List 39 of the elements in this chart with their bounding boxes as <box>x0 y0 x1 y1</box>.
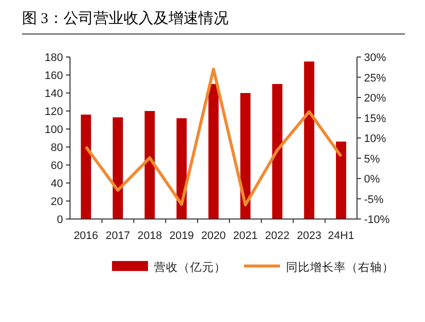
x-tick-label: 24H1 <box>328 230 354 242</box>
legend-label: 营收（亿元） <box>154 261 226 274</box>
y-tick-label: 80 <box>50 142 63 154</box>
x-tick-label: 2022 <box>265 230 290 242</box>
x-tick-label: 2020 <box>201 230 226 242</box>
y2-tick-label: -10% <box>364 214 390 226</box>
bar <box>272 84 282 219</box>
bar <box>304 62 314 219</box>
y2-tick-label: 0% <box>364 174 380 186</box>
bar <box>112 117 123 219</box>
y-tick-label: 40 <box>50 178 63 190</box>
chart-title: 图 3：公司营业收入及增速情况 <box>22 10 228 27</box>
x-tick-label: 2018 <box>137 230 162 242</box>
y2-tick-label: 5% <box>364 153 380 166</box>
bar <box>336 142 346 219</box>
y2-tick-label: 20% <box>364 92 386 104</box>
x-tick-label: 2021 <box>233 230 258 242</box>
y-tick-label: 60 <box>50 160 63 172</box>
x-tick-label: 2019 <box>169 230 194 242</box>
bar <box>80 114 92 219</box>
y-tick-label: 100 <box>44 124 63 136</box>
x-tick-label: 2016 <box>74 230 98 242</box>
y-tick-label: 140 <box>44 88 63 100</box>
y-tick-label: 180 <box>44 52 63 64</box>
y2-tick-label: 25% <box>364 72 386 84</box>
y2-tick-label: -5% <box>364 194 384 206</box>
x-tick-label: 2023 <box>296 230 322 242</box>
y-tick-label: 160 <box>44 70 63 82</box>
y-tick-label: 20 <box>50 196 63 208</box>
y2-tick-label: 10% <box>364 133 386 145</box>
y-tick-label: 0 <box>56 214 63 226</box>
bar <box>240 93 250 219</box>
y2-tick-label: 15% <box>364 112 386 125</box>
y-tick-label: 120 <box>44 106 63 118</box>
legend-label: 同比增长率（右轴） <box>286 260 394 274</box>
y2-tick-label: 30% <box>364 52 386 64</box>
x-tick-label: 2017 <box>106 230 130 242</box>
bar <box>208 84 219 219</box>
bar <box>144 111 155 219</box>
